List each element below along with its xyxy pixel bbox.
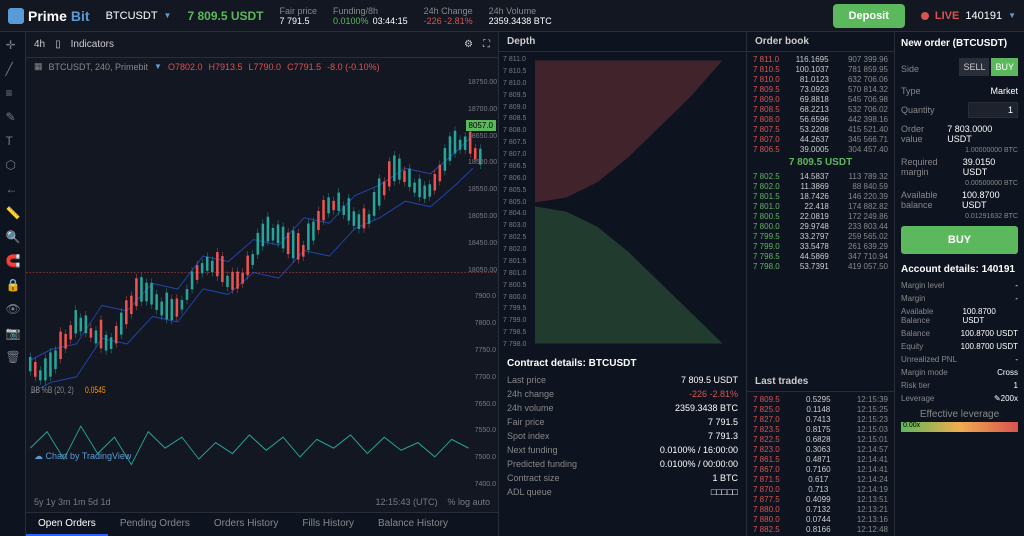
pattern-icon[interactable]: ⬡: [6, 158, 20, 172]
trades-header: Last trades: [747, 372, 894, 392]
svg-text:0.0545: 0.0545: [85, 385, 106, 395]
depth-header: Depth: [499, 32, 746, 52]
tab-pending-orders[interactable]: Pending Orders: [108, 513, 202, 536]
orderbook-column: Order book 7 811.0116.1695907 399.967 81…: [746, 32, 894, 536]
trendline-icon[interactable]: ╱: [6, 62, 20, 76]
funding-stat: Funding/8h 0.0100%03:44:15: [333, 6, 408, 26]
type-selector[interactable]: Market: [990, 86, 1018, 96]
account-title: Account details: 140191: [901, 264, 1018, 275]
y-axis: 18750.0018700.0018650.0018500.0018550.00…: [466, 75, 498, 492]
live-label: LIVE: [935, 10, 959, 22]
account-selector[interactable]: LIVE 140191 ▼: [921, 10, 1016, 22]
leverage-bar[interactable]: 0.00x: [901, 422, 1018, 432]
cursor-icon[interactable]: ✛: [6, 38, 20, 52]
trades-list: 7 809.50.529512:15:397 825.00.114812:15:…: [747, 392, 894, 536]
indicators-button[interactable]: Indicators: [71, 39, 114, 50]
volume-stat: 24h Volume 2359.3438 BTC: [489, 6, 552, 26]
logo[interactable]: PrimeBit: [8, 8, 90, 24]
sell-button[interactable]: SELL: [959, 58, 989, 76]
deposit-button[interactable]: Deposit: [833, 4, 905, 28]
brand-name: Prime: [28, 8, 67, 24]
tab-fills-history[interactable]: Fills History: [290, 513, 366, 536]
contract-title: Contract details: BTCUSDT: [507, 358, 738, 369]
svg-text:BB %B (20, 2): BB %B (20, 2): [31, 385, 74, 395]
chevron-down-icon: ▼: [164, 11, 172, 20]
tab-balance-history[interactable]: Balance History: [366, 513, 460, 536]
order-form: New order (BTCUSDT) Side SELL BUY Type M…: [894, 32, 1024, 536]
orderbook-header: Order book: [747, 32, 894, 52]
text-icon[interactable]: T: [6, 134, 20, 148]
camera-icon[interactable]: 📷: [6, 326, 20, 340]
candle-type-icon[interactable]: ▯: [55, 39, 61, 50]
zoom-icon[interactable]: 🔍: [6, 230, 20, 244]
change-stat: 24h Change -226 -2.81%: [424, 6, 473, 26]
quantity-input[interactable]: [968, 102, 1018, 118]
orderbook-list[interactable]: 7 811.0116.1695907 399.967 810.5100.1037…: [747, 52, 894, 372]
fib-icon[interactable]: ≡: [6, 86, 20, 100]
tradingview-badge[interactable]: ☁ Chart by TradingView: [34, 451, 131, 462]
orderbook-mid-price: 7 809.5 USDT: [751, 154, 890, 171]
clock: 12:15:43 (UTC): [375, 497, 437, 507]
chart-legend: ▦ BTCUSDT, 240, Primebit▼ O7802.0 H7913.…: [26, 58, 498, 75]
brush-icon[interactable]: ✎: [6, 110, 20, 124]
logo-icon: [8, 8, 24, 24]
pair-label: BTCUSDT: [106, 10, 158, 22]
magnet-icon[interactable]: 🧲: [6, 254, 20, 268]
chart-toolbar: 4h ▯ Indicators ⚙ ⛶: [26, 32, 498, 58]
account-id: 140191: [965, 10, 1002, 22]
brand-suffix: Bit: [71, 8, 90, 24]
depth-column: Depth 7 811.07 810.57 810.07 809.57 809.…: [498, 32, 746, 536]
price-chart[interactable]: BB %B (20, 2) 0.0545 8057.0 18750.001870…: [26, 75, 498, 492]
lock-icon[interactable]: 🔒: [6, 278, 20, 292]
order-title: New order (BTCUSDT): [901, 38, 1018, 49]
submit-buy-button[interactable]: BUY: [901, 226, 1018, 254]
timeframe-selector[interactable]: 4h: [34, 39, 45, 50]
scale-toggles[interactable]: % log auto: [447, 497, 490, 507]
side-label: Side: [901, 64, 919, 74]
eye-icon[interactable]: 👁: [6, 302, 20, 316]
trash-icon[interactable]: 🗑: [6, 350, 20, 364]
top-bar: PrimeBit BTCUSDT ▼ 7 809.5 USDT Fair pri…: [0, 0, 1024, 32]
buy-side-button[interactable]: BUY: [991, 58, 1018, 76]
live-dot-icon: [921, 12, 929, 20]
chart-area: 4h ▯ Indicators ⚙ ⛶ ▦ BTCUSDT, 240, Prim…: [26, 32, 498, 536]
fair-price-stat: Fair price 7 791.5: [280, 6, 318, 26]
chevron-down-icon: ▼: [1008, 11, 1016, 20]
eff-lev-label: Effective leverage: [901, 409, 1018, 420]
contract-details: Contract details: BTCUSDT Last price7 80…: [499, 352, 746, 536]
settings-icon[interactable]: ⚙: [464, 39, 473, 50]
arrow-icon[interactable]: ←: [6, 182, 20, 196]
tab-orders-history[interactable]: Orders History: [202, 513, 290, 536]
order-tabs: Open OrdersPending OrdersOrders HistoryF…: [26, 512, 498, 536]
time-ranges[interactable]: 5y 1y 3m 1m 5d 1d: [34, 497, 111, 507]
main-price: 7 809.5 USDT: [187, 9, 263, 23]
tab-open-orders[interactable]: Open Orders: [26, 513, 108, 536]
depth-chart[interactable]: 7 811.07 810.57 810.07 809.57 809.07 808…: [499, 52, 746, 352]
ruler-icon[interactable]: 📏: [6, 206, 20, 220]
chart-footer: 5y 1y 3m 1m 5d 1d 12:15:43 (UTC) % log a…: [26, 492, 498, 512]
type-label: Type: [901, 86, 921, 96]
pair-selector[interactable]: BTCUSDT ▼: [106, 10, 172, 22]
fullscreen-icon[interactable]: ⛶: [483, 39, 490, 50]
tool-sidebar: ✛ ╱ ≡ ✎ T ⬡ ← 📏 🔍 🧲 🔒 👁 📷 🗑: [0, 32, 26, 536]
qty-label: Quantity: [901, 105, 935, 115]
